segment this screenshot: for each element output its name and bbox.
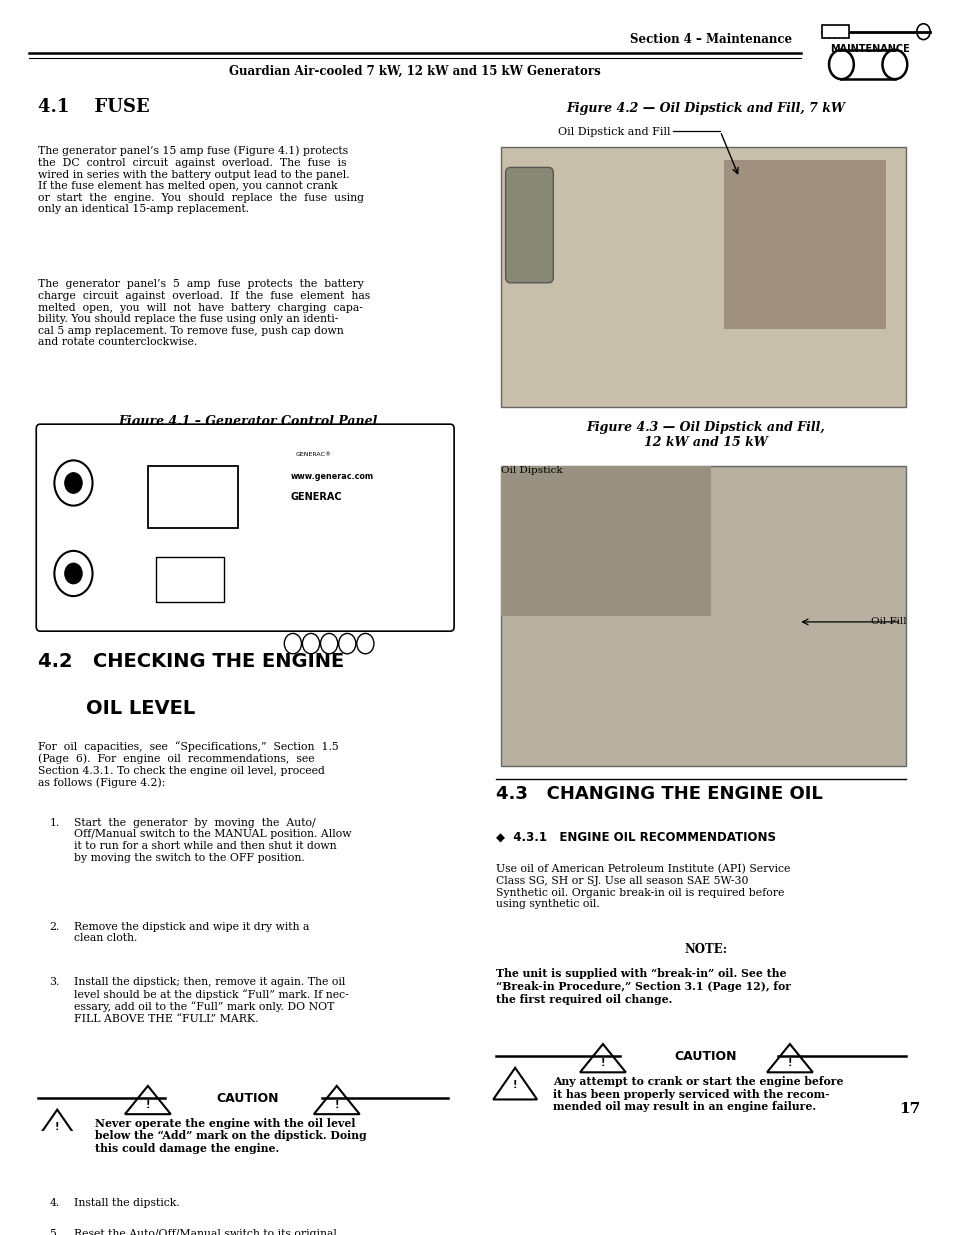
- Text: Start  the  generator  by  moving  the  Auto/
Off/Manual switch to the MANUAL po: Start the generator by moving the Auto/ …: [74, 818, 352, 862]
- Text: Figure 4.1 – Generator Control Panel: Figure 4.1 – Generator Control Panel: [118, 415, 377, 429]
- Circle shape: [65, 563, 82, 584]
- Text: Install the dipstick.: Install the dipstick.: [74, 1198, 180, 1208]
- FancyBboxPatch shape: [500, 147, 905, 408]
- Text: CAUTION: CAUTION: [216, 1092, 279, 1104]
- Text: Figure 4.3 — Oil Dipstick and Fill,
12 kW and 15 kW: Figure 4.3 — Oil Dipstick and Fill, 12 k…: [586, 421, 824, 448]
- Text: Oil Fill: Oil Fill: [870, 618, 905, 626]
- Circle shape: [65, 473, 82, 493]
- FancyBboxPatch shape: [500, 466, 710, 616]
- Text: GENERAC®: GENERAC®: [295, 452, 332, 457]
- Text: Remove the dipstick and wipe it dry with a
clean cloth.: Remove the dipstick and wipe it dry with…: [74, 921, 310, 944]
- FancyBboxPatch shape: [500, 466, 905, 766]
- Text: Reset the Auto/Off/Manual switch to its original
position.: Reset the Auto/Off/Manual switch to its …: [74, 1229, 337, 1235]
- Text: The  generator  panel’s  5  amp  fuse  protects  the  battery
charge  circuit  a: The generator panel’s 5 amp fuse protect…: [38, 279, 370, 347]
- Text: !: !: [146, 1100, 150, 1110]
- Text: Figure 4.2 — Oil Dipstick and Fill, 7 kW: Figure 4.2 — Oil Dipstick and Fill, 7 kW: [566, 101, 844, 115]
- Text: Guardian Air-cooled 7 kW, 12 kW and 15 kW Generators: Guardian Air-cooled 7 kW, 12 kW and 15 k…: [229, 64, 600, 78]
- Text: Section 4 – Maintenance: Section 4 – Maintenance: [629, 33, 791, 46]
- Text: !: !: [787, 1058, 791, 1068]
- Text: ◆  4.3.1   ENGINE OIL RECOMMENDATIONS: ◆ 4.3.1 ENGINE OIL RECOMMENDATIONS: [496, 830, 776, 844]
- Text: !: !: [55, 1121, 59, 1131]
- Text: Use oil of American Petroleum Institute (API) Service
Class SG, SH or SJ. Use al: Use oil of American Petroleum Institute …: [496, 864, 790, 909]
- Text: 5.: 5.: [50, 1229, 60, 1235]
- Text: 2.: 2.: [50, 921, 60, 932]
- Text: !: !: [513, 1079, 517, 1089]
- Text: MAINTENANCE: MAINTENANCE: [829, 44, 909, 54]
- FancyBboxPatch shape: [36, 424, 454, 631]
- Text: !: !: [335, 1100, 338, 1110]
- Text: The generator panel’s 15 amp fuse (Figure 4.1) protects
the  DC  control  circui: The generator panel’s 15 amp fuse (Figur…: [38, 146, 364, 215]
- Text: 4.2   CHECKING THE ENGINE: 4.2 CHECKING THE ENGINE: [38, 652, 344, 671]
- Text: OIL LEVEL: OIL LEVEL: [86, 699, 195, 718]
- Text: For  oil  capacities,  see  “Specifications,”  Section  1.5
(Page  6).  For  eng: For oil capacities, see “Specifications,…: [38, 741, 338, 788]
- FancyBboxPatch shape: [155, 557, 224, 601]
- Text: Oil Dipstick and Fill: Oil Dipstick and Fill: [558, 127, 670, 137]
- Text: NOTE:: NOTE:: [683, 944, 727, 956]
- Text: 3.: 3.: [50, 977, 60, 987]
- FancyBboxPatch shape: [723, 161, 885, 330]
- Text: Oil Dipstick: Oil Dipstick: [500, 466, 562, 475]
- Text: CAUTION: CAUTION: [674, 1050, 737, 1062]
- Text: Any attempt to crank or start the engine before
it has been properly serviced wi: Any attempt to crank or start the engine…: [553, 1076, 843, 1113]
- FancyBboxPatch shape: [505, 168, 553, 283]
- Text: 4.1    FUSE: 4.1 FUSE: [38, 99, 150, 116]
- Text: 17: 17: [899, 1103, 920, 1116]
- Text: !: !: [600, 1058, 604, 1068]
- Text: www.generac.com: www.generac.com: [291, 472, 374, 480]
- Text: GENERAC: GENERAC: [291, 492, 342, 503]
- Text: 1.: 1.: [50, 818, 60, 827]
- FancyBboxPatch shape: [821, 26, 848, 38]
- Text: Never operate the engine with the oil level
below the “Add” mark on the dipstick: Never operate the engine with the oil le…: [95, 1118, 367, 1155]
- Text: 4.: 4.: [50, 1198, 60, 1208]
- FancyBboxPatch shape: [148, 466, 238, 529]
- Text: 4.3   CHANGING THE ENGINE OIL: 4.3 CHANGING THE ENGINE OIL: [496, 785, 822, 803]
- Text: The unit is supplied with “break-in” oil. See the
“Break-in Procedure,” Section : The unit is supplied with “break-in” oil…: [496, 968, 790, 1005]
- Text: Install the dipstick; then, remove it again. The oil
level should be at the dips: Install the dipstick; then, remove it ag…: [74, 977, 349, 1024]
